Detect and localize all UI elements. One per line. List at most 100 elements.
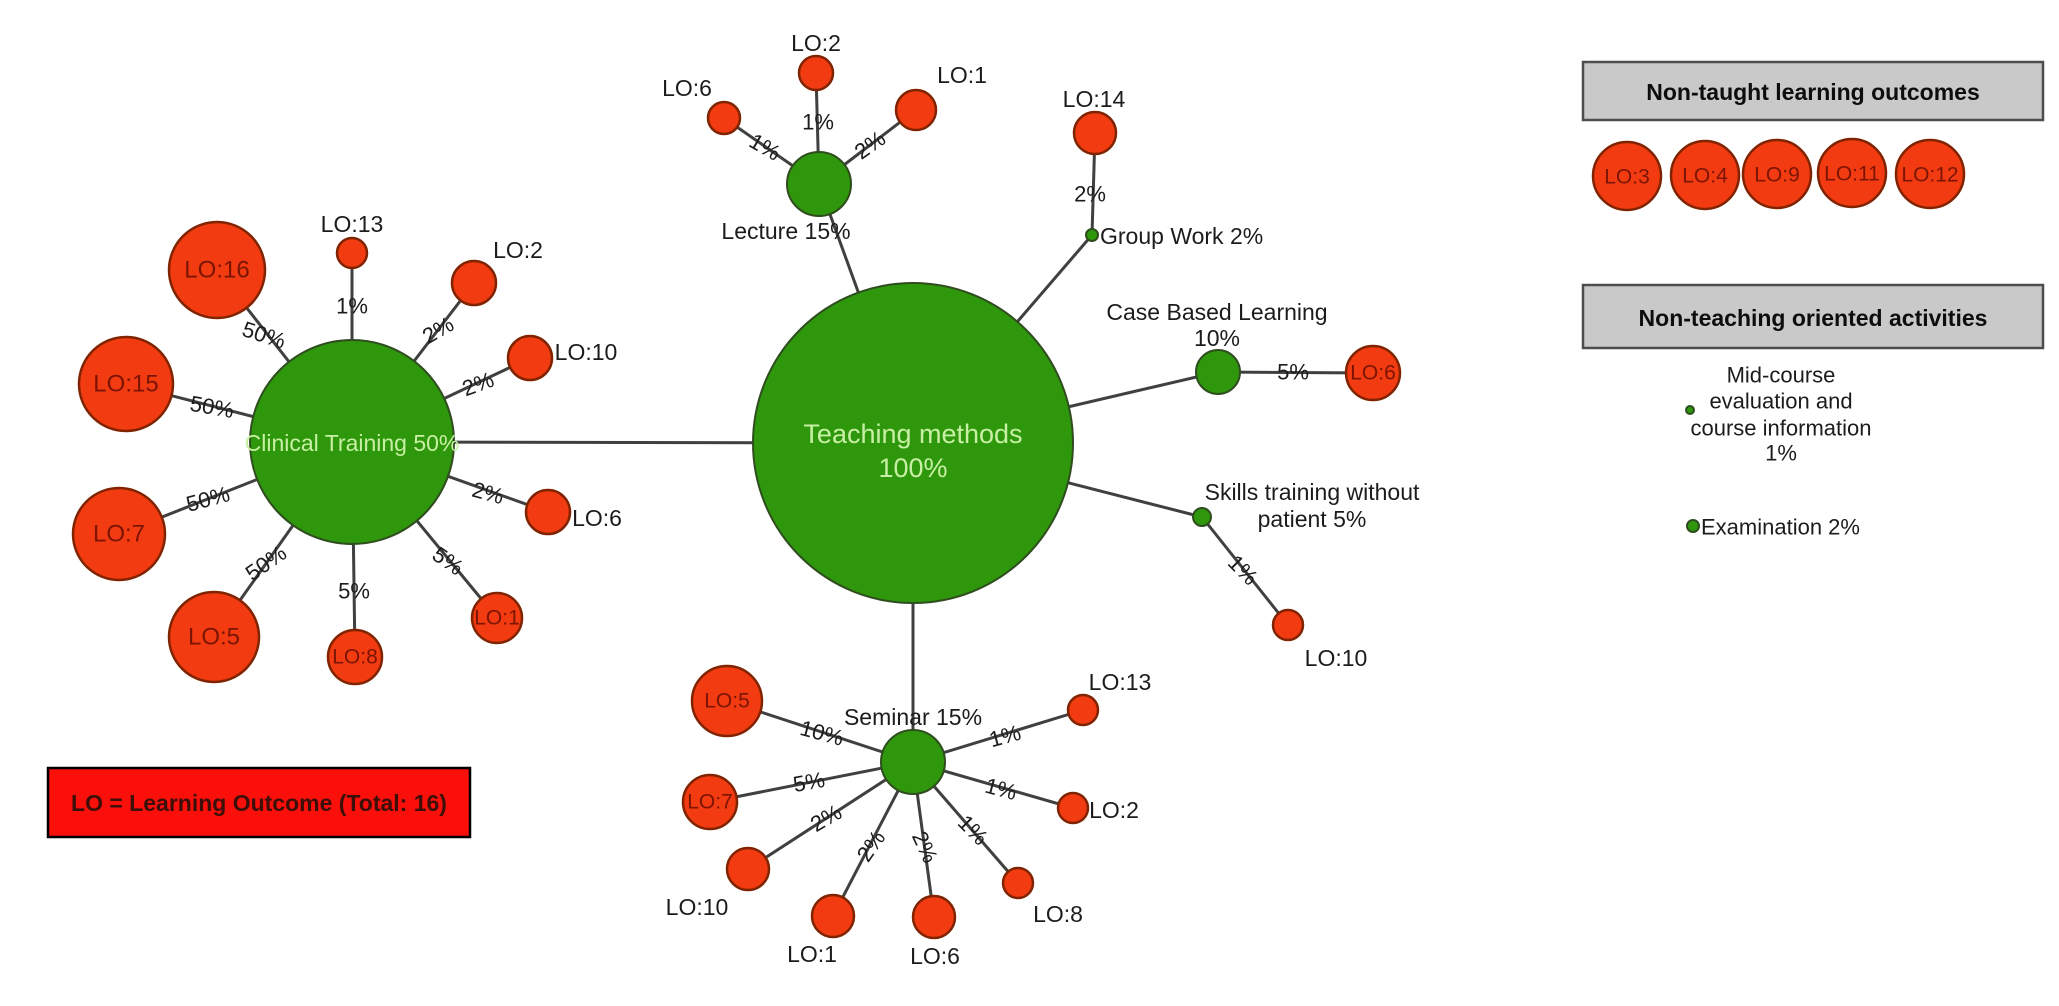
seminar-lo10-pct: 2%	[806, 799, 846, 837]
seminar-lo7-node	[681, 773, 739, 831]
non-teaching-panel-title: Non-teaching oriented activities	[1639, 305, 1988, 331]
clinical-lo2-label: LO:2	[493, 237, 543, 263]
clinical-lo8-text: LO:8	[332, 646, 378, 669]
non-taught-lo9-node	[1741, 138, 1813, 210]
teaching-methods-label-line1: Teaching methods	[803, 419, 1022, 449]
teaching-methods-label-line2: 100%	[878, 453, 947, 483]
seminar-lo6-node	[911, 894, 957, 940]
non-taught-panel-title: Non-taught learning outcomes	[1646, 79, 1980, 105]
seminar-lo7-text: LO:7	[687, 791, 733, 814]
non-taught-panel-header	[1581, 60, 2045, 122]
seminar-lo13-node	[1066, 693, 1100, 727]
clinical-lo15-pct: 50%	[188, 391, 236, 423]
lecture-lo1-label: LO:1	[937, 62, 987, 88]
clinical-lo10-label: LO:10	[555, 339, 618, 365]
non-teaching-panel-header	[1581, 283, 2045, 350]
clinical-lo6-pct: 2%	[469, 477, 506, 509]
seminar-label: Seminar 15%	[844, 704, 982, 730]
seminar-node	[880, 729, 946, 795]
skills-label-line2: patient 5%	[1258, 506, 1367, 532]
non-taught-lo11-text: LO:11	[1824, 163, 1880, 186]
lecture-lo2-node	[797, 54, 835, 92]
seminar-lo1-node	[810, 893, 856, 939]
case-based-lo6-node	[1344, 344, 1402, 402]
group-work-label: Group Work 2%	[1100, 223, 1263, 249]
non-taught-lo3-text: LO:3	[1604, 166, 1650, 189]
clinical-lo2-pct: 2%	[418, 311, 458, 349]
clinical-lo5-pct: 50%	[241, 540, 291, 586]
lecture-node	[786, 151, 852, 217]
case-based-label-line1: Case Based Learning	[1106, 299, 1327, 325]
seminar-lo2-pct: 1%	[982, 773, 1019, 805]
non-taught-lo9-text: LO:9	[1754, 164, 1800, 187]
skills-label-line1: Skills training without	[1205, 479, 1420, 505]
seminar-lo5-node	[690, 664, 764, 738]
group-work-lo14-pct: 2%	[1074, 182, 1106, 207]
clinical-lo7-node	[71, 486, 167, 582]
lecture-lo6-pct: 1%	[745, 128, 785, 166]
group-work-lo14-node	[1072, 110, 1118, 156]
examination-dot	[1686, 519, 1700, 533]
clinical-lo13-pct: 1%	[336, 294, 368, 319]
mid-course-line4: 1%	[1765, 441, 1797, 466]
clinical-lo10-node	[506, 334, 554, 382]
non-taught-lo4-text: LO:4	[1682, 165, 1728, 188]
clinical-lo15-text: LO:15	[93, 371, 158, 398]
case-based-lo6-pct: 5%	[1277, 360, 1309, 385]
clinical-lo1-text: LO:1	[474, 607, 520, 630]
lecture-label: Lecture 15%	[721, 218, 850, 244]
legend-box	[46, 766, 472, 839]
mid-course-line2: evaluation and	[1709, 389, 1852, 414]
seminar-lo13-pct: 1%	[986, 720, 1023, 752]
case-based-lo6-text: LO:6	[1350, 362, 1396, 385]
clinical-lo7-text: LO:7	[93, 521, 145, 548]
legend-text: LO = Learning Outcome (Total: 16)	[71, 790, 447, 816]
seminar-lo2-label: LO:2	[1089, 797, 1139, 823]
clinical-lo8-pct: 5%	[338, 579, 370, 604]
non-taught-lo3-node	[1591, 140, 1663, 212]
non-taught-lo12-text: LO:12	[1901, 164, 1958, 187]
lecture-lo1-node	[894, 88, 938, 132]
skills-lo10-node	[1271, 608, 1305, 642]
clinical-training-node	[249, 339, 455, 545]
seminar-lo2-node	[1056, 791, 1090, 825]
seminar-lo1-label: LO:1	[787, 941, 837, 967]
clinical-lo16-pct: 50%	[239, 316, 289, 353]
clinical-lo10-pct: 2%	[459, 367, 497, 401]
clinical-lo2-node	[450, 259, 498, 307]
lecture-lo1-pct: 2%	[850, 126, 890, 165]
mid-course-line3: course information	[1691, 416, 1872, 441]
clinical-lo5-node	[167, 590, 261, 684]
clinical-lo13-node	[335, 236, 369, 270]
clinical-lo16-text: LO:16	[184, 257, 249, 284]
non-taught-lo4-node	[1669, 139, 1741, 211]
examination-label: Examination 2%	[1701, 515, 1860, 540]
group-work-node	[1085, 228, 1099, 242]
seminar-lo5-text: LO:5	[704, 690, 750, 713]
skills-lo10-label: LO:10	[1305, 645, 1368, 671]
lecture-lo6-node	[706, 100, 742, 136]
seminar-lo6-label: LO:6	[910, 943, 960, 969]
case-based-learning-node	[1195, 349, 1241, 395]
clinical-lo6-node	[524, 488, 572, 536]
clinical-lo5-text: LO:5	[188, 624, 240, 651]
clinical-lo6-label: LO:6	[572, 505, 622, 531]
lecture-lo2-pct: 1%	[802, 110, 834, 135]
seminar-lo6-pct: 2%	[907, 827, 943, 866]
teaching-methods-node	[752, 282, 1074, 604]
group-work-lo14-label: LO:14	[1063, 86, 1126, 112]
clinical-lo16-node	[167, 220, 267, 320]
skills-training-node	[1192, 507, 1212, 527]
clinical-lo15-node	[77, 335, 175, 433]
seminar-lo10-node	[725, 846, 771, 892]
seminar-lo10-label: LO:10	[666, 894, 729, 920]
non-taught-lo12-node	[1894, 138, 1966, 210]
seminar-lo8-label: LO:8	[1033, 901, 1083, 927]
clinical-training-label: Clinical Training 50%	[245, 430, 460, 456]
mid-course-line1: Mid-course	[1727, 363, 1836, 388]
lecture-lo2-label: LO:2	[791, 30, 841, 56]
clinical-lo8-node	[326, 628, 384, 686]
lecture-lo6-label: LO:6	[662, 75, 712, 101]
seminar-lo7-pct: 5%	[791, 767, 827, 797]
